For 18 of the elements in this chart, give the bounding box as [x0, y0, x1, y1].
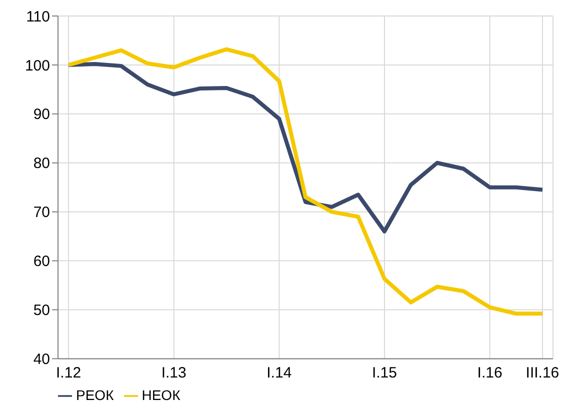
x-tick-label: I.15 [372, 364, 398, 382]
x-tick-label: I.14 [266, 364, 292, 382]
x-tick-label: I.16 [477, 364, 502, 382]
line-series [66, 62, 544, 234]
y-tick-label: 70 [33, 204, 50, 222]
y-tick-label: 80 [33, 155, 50, 172]
y-tick-label: 50 [33, 302, 50, 320]
legend-label: РЕОК [76, 386, 114, 403]
x-tick-label: I.13 [161, 364, 186, 382]
x-tick-label: I.12 [56, 364, 82, 382]
line-series [66, 47, 544, 316]
y-tick-label: 110 [26, 8, 50, 26]
x-tick-label: III.16 [526, 364, 560, 382]
y-tick-label: 40 [33, 351, 50, 368]
y-tick-label: 90 [33, 106, 50, 124]
y-tick-label: 100 [24, 57, 50, 74]
y-tick-label: 60 [33, 253, 50, 270]
legend-label: НЕОК [142, 386, 180, 403]
